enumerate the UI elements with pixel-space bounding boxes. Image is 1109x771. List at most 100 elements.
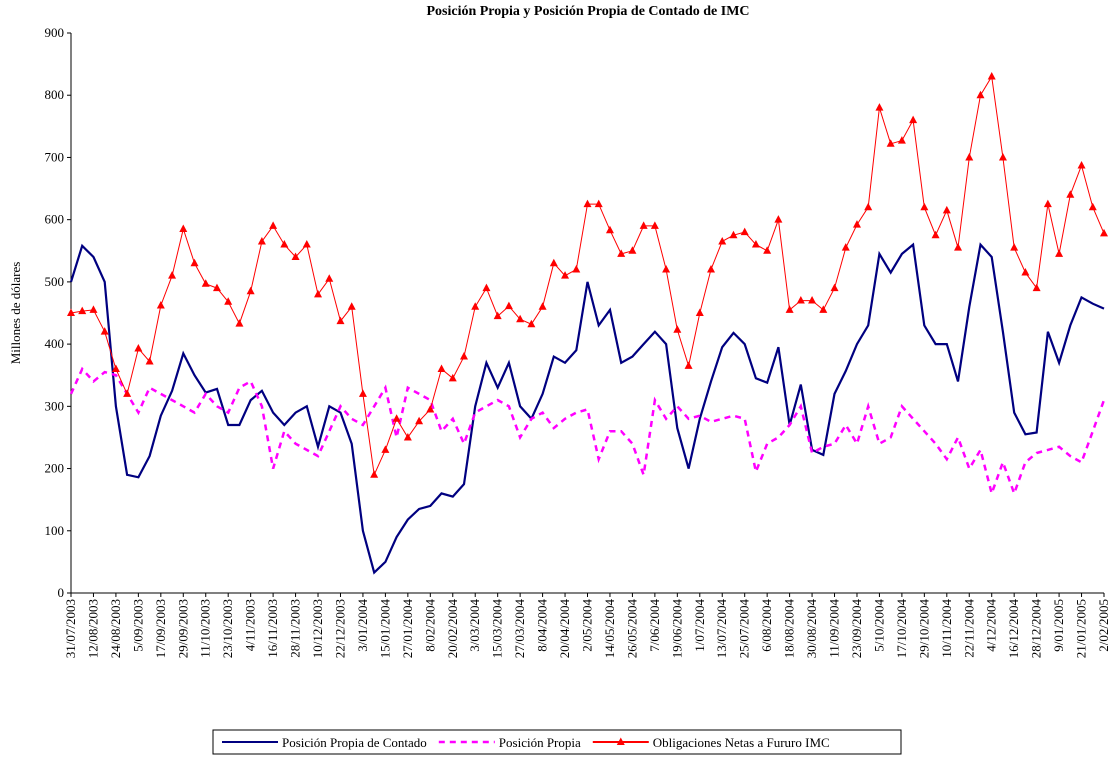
point-marker [594, 199, 603, 208]
x-tick-label: 11/09/2004 [827, 599, 842, 658]
x-tick-label: 9/01/2005 [1051, 599, 1066, 652]
x-tick-label: 23/10/2003 [220, 599, 235, 658]
point-marker [931, 230, 940, 239]
point-marker [605, 225, 614, 234]
point-marker [123, 389, 132, 397]
x-tick-label: 24/08/2003 [108, 599, 123, 658]
point-marker [695, 308, 704, 316]
x-tick-label: 5/10/2004 [871, 599, 886, 652]
point-marker [1055, 249, 1064, 257]
x-tick-label: 6/08/2004 [759, 599, 774, 652]
legend-box [212, 729, 902, 755]
point-marker [1010, 243, 1019, 251]
x-tick-label: 29/10/2004 [916, 599, 931, 659]
point-marker [583, 199, 592, 208]
point-marker [819, 305, 828, 313]
point-marker [381, 445, 390, 453]
point-marker [212, 283, 221, 292]
point-marker [302, 240, 311, 248]
point-marker [78, 306, 87, 315]
y-tick-label: 600 [45, 212, 65, 227]
point-marker [100, 327, 109, 335]
x-tick-label: 10/12/2003 [310, 599, 325, 658]
x-tick-label: 2/02/2005 [1096, 599, 1109, 652]
x-tick-label: 28/11/2003 [288, 599, 303, 658]
point-marker [134, 343, 143, 352]
x-tick-label: 14/05/2004 [602, 599, 617, 659]
x-tick-label: 15/01/2004 [377, 599, 392, 659]
x-tick-label: 13/07/2004 [714, 599, 729, 659]
x-tick-label: 11/10/2003 [198, 599, 213, 658]
x-tick-label: 27/01/2004 [400, 599, 415, 659]
series-line [69, 242, 1105, 575]
point-marker [561, 271, 570, 279]
point-marker [774, 215, 783, 223]
x-tick-label: 2/05/2004 [580, 599, 595, 652]
point-marker [639, 221, 648, 229]
point-marker [235, 319, 244, 327]
point-marker [662, 264, 671, 273]
x-tick-label: 3/01/2004 [355, 599, 370, 652]
x-tick-label: 1/07/2004 [692, 599, 707, 652]
x-tick-label: 29/09/2003 [175, 599, 190, 658]
x-tick-label: 28/12/2004 [1029, 599, 1044, 659]
point-marker [336, 316, 345, 325]
point-marker [527, 319, 536, 328]
point-marker [965, 152, 974, 161]
point-marker [280, 240, 289, 248]
point-marker [111, 364, 120, 372]
point-marker [224, 297, 233, 305]
x-tick-label: 20/02/2004 [445, 599, 460, 659]
legend-label: Posición Propia [499, 735, 581, 750]
x-tick-label: 31/07/2003 [63, 599, 78, 658]
point-marker [426, 404, 435, 413]
x-tick-label: 22/12/2003 [332, 599, 347, 658]
point-marker [1100, 228, 1108, 237]
point-marker [617, 249, 626, 257]
point-marker [347, 302, 356, 310]
x-tick-label: 27/03/2004 [512, 599, 527, 659]
point-marker [145, 357, 154, 365]
point-marker [482, 283, 491, 292]
x-tick-label: 8/04/2004 [535, 599, 550, 652]
x-tick-label: 15/03/2004 [490, 599, 505, 659]
point-marker [628, 246, 637, 254]
y-tick-label: 100 [45, 523, 65, 538]
y-axis-label: Millones de dólares [8, 262, 23, 365]
x-tick-label: 25/07/2004 [737, 599, 752, 659]
point-marker [729, 230, 738, 239]
point-marker [448, 373, 457, 382]
point-marker [852, 220, 861, 228]
point-marker [89, 305, 98, 313]
point-marker [1032, 283, 1041, 292]
y-tick-label: 0 [58, 585, 65, 600]
legend-label: Posición Propia de Contado [282, 735, 427, 750]
point-marker [538, 302, 547, 310]
y-tick-label: 900 [45, 25, 65, 40]
point-marker [67, 308, 75, 316]
point-marker [257, 236, 266, 245]
x-tick-label: 16/11/2003 [265, 599, 280, 658]
point-marker [920, 202, 929, 211]
point-marker [1066, 190, 1075, 198]
point-marker [875, 103, 884, 111]
x-tick-label: 19/06/2004 [669, 599, 684, 659]
point-marker [415, 416, 424, 425]
x-tick-label: 4/11/2003 [243, 599, 258, 651]
point-marker [763, 246, 772, 254]
point-marker [650, 221, 659, 229]
point-marker [954, 243, 963, 251]
legend-marker [616, 737, 625, 745]
point-marker [471, 302, 480, 310]
point-marker [1043, 199, 1052, 208]
point-marker [246, 286, 255, 295]
point-marker [796, 296, 805, 304]
point-marker [392, 414, 401, 422]
point-marker [493, 311, 502, 320]
x-tick-label: 23/09/2004 [849, 599, 864, 659]
point-marker [437, 364, 446, 372]
x-tick-label: 8/02/2004 [422, 599, 437, 652]
point-marker [1077, 161, 1086, 169]
point-marker [325, 274, 334, 282]
